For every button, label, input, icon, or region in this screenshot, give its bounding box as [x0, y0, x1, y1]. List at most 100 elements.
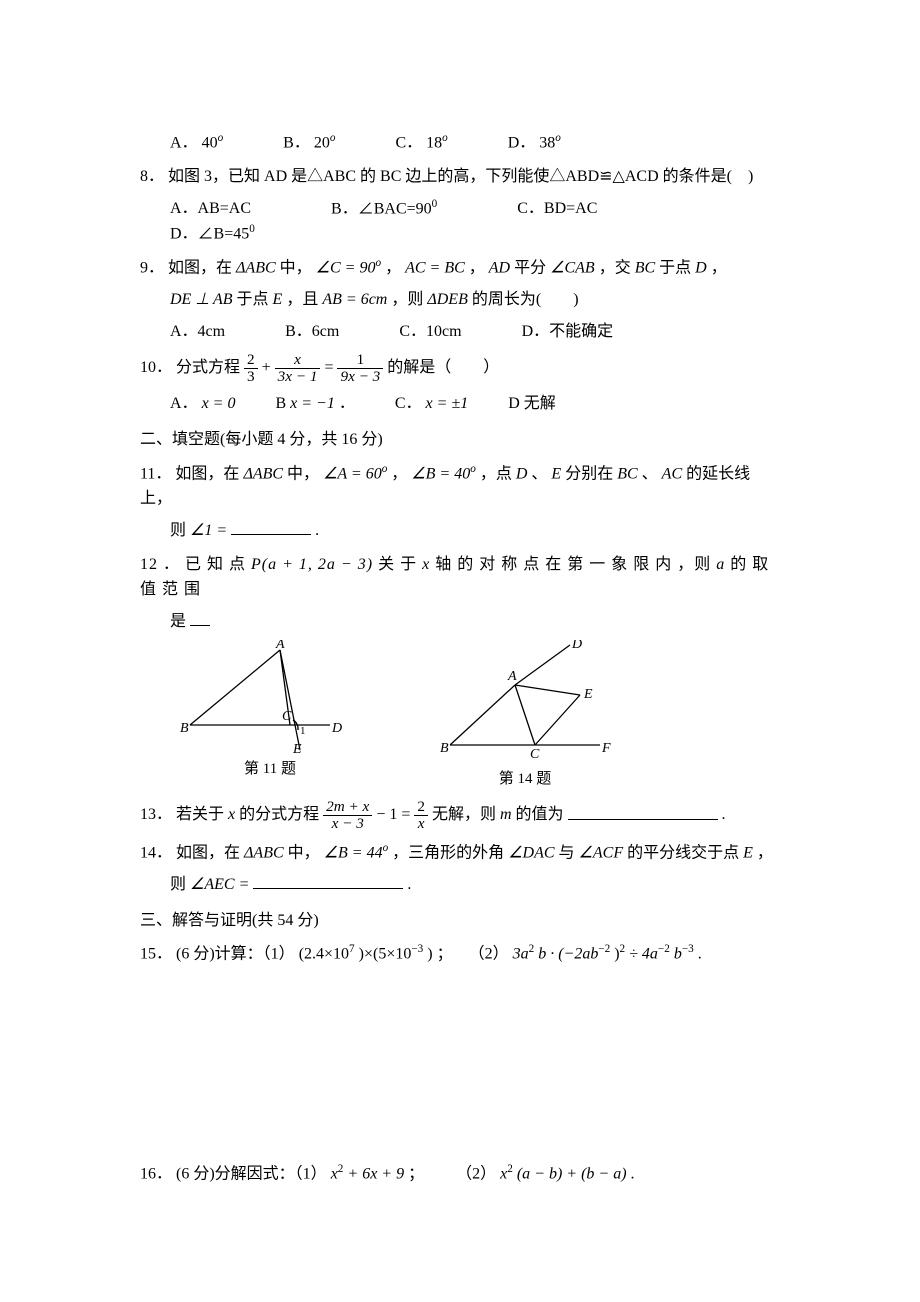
s: 7 — [349, 943, 355, 955]
q8-optA: A．AB=AC — [170, 196, 251, 222]
q8-optB: B．∠BAC=900 — [331, 196, 437, 222]
txt: D．∠B=45 — [170, 226, 249, 243]
e2: 3a — [513, 946, 529, 963]
label: A． — [170, 134, 198, 151]
t: 中， — [287, 465, 319, 482]
ab6: AB = 6cm — [322, 291, 387, 308]
BC: BC — [617, 465, 637, 482]
q10-optB: B x = −1 ． — [275, 391, 354, 417]
n: 1 — [337, 352, 383, 368]
t: 则 — [170, 876, 186, 893]
eq1: AC = BC — [405, 260, 465, 277]
F: F — [601, 741, 611, 756]
d: 3x − 1 — [275, 368, 321, 385]
e1a: x — [331, 1166, 338, 1183]
q9-line2: DE ⊥ AB 于点 E ，且 AB = 6cm ，则 ΔDEB 的周长为( ) — [170, 287, 780, 313]
q10-optA: A． x = 0 — [170, 391, 235, 417]
E: E — [583, 687, 593, 702]
t: (6 分)分解因式：（1） — [176, 1166, 327, 1183]
q9-options: A．4cm B．6cm C．10cm D．不能确定 — [170, 319, 780, 345]
fig11-caption: 第 11 题 — [170, 757, 370, 781]
q9-optC: C．10cm — [399, 319, 461, 345]
section3-title: 三、解答与证明(共 54 分) — [140, 908, 780, 934]
e2b: b · (−2ab — [538, 946, 598, 963]
stem: 如图 3，已知 AD 是△ABC 的 BC 边上的高，下列能使△ABD≌△ACD… — [168, 168, 753, 185]
sep: ； （2） — [437, 946, 509, 963]
s: −2 — [658, 943, 670, 955]
q9-optB: B．6cm — [285, 319, 339, 345]
n: x — [275, 352, 321, 368]
v: x = 0 — [202, 395, 236, 412]
s: 2 — [620, 943, 626, 955]
num: 16． — [140, 1166, 172, 1183]
a: a — [716, 556, 725, 573]
q12: 12 ． 已 知 点 P(a + 1, 2a − 3) 关 于 x 轴 的 对 … — [140, 552, 780, 603]
q7-optB: B． 20o — [283, 130, 335, 156]
frac3: 1 9x − 3 — [337, 352, 383, 385]
t: 的解是（ ） — [387, 360, 499, 377]
A: A — [507, 669, 517, 684]
num: 9． — [140, 260, 164, 277]
eq: = — [324, 360, 337, 377]
acf: ∠ACF — [579, 845, 624, 862]
q7-optD: D． 38o — [508, 130, 561, 156]
fig14-svg: A B C D E F — [430, 640, 620, 765]
p: . — [315, 522, 319, 539]
t: 轴 的 对 称 点 在 第 一 象 限 内 ，则 — [435, 556, 716, 573]
t: 的值为 — [516, 807, 564, 824]
e2e: b — [674, 946, 682, 963]
blank — [253, 873, 403, 889]
q8-options: A．AB=AC B．∠BAC=900 C．BD=AC D．∠B=450 — [170, 196, 780, 248]
workspace-15 — [140, 973, 780, 1153]
deg: o — [555, 132, 561, 144]
blank — [231, 519, 311, 535]
t: 与 — [559, 845, 575, 862]
v: x = −1 — [290, 395, 335, 412]
exam-page: A． 40o B． 20o C． 18o D． 38o 8． 如图 3，已知 A… — [0, 0, 920, 1293]
num: 8． — [140, 168, 164, 185]
q10-optD: D 无解 — [508, 391, 556, 417]
t: 无解，则 — [432, 807, 496, 824]
angA: ∠A = 60 — [323, 465, 382, 482]
q11-line2: 则 ∠1 = . — [170, 518, 780, 544]
p: . — [698, 946, 702, 963]
e1c: ) — [427, 946, 432, 963]
deb: ΔDEB — [427, 291, 468, 308]
tri: ΔABC — [243, 465, 283, 482]
q14: 14． 如图，在 ΔABC 中， ∠B = 44o ，三角形的外角 ∠DAC 与… — [140, 840, 780, 866]
e1a: (2.4×10 — [299, 946, 349, 963]
deg: o — [218, 132, 224, 144]
cab: ∠CAB — [550, 260, 595, 277]
sep: ； （2） — [408, 1166, 496, 1183]
x: x — [422, 556, 430, 573]
l: C． — [395, 395, 422, 412]
label: B． — [283, 134, 310, 151]
v: x = ±1 — [426, 395, 469, 412]
A: A — [275, 640, 285, 652]
e2d: ÷ 4a — [629, 946, 658, 963]
t: ， — [711, 260, 727, 277]
num: 11． — [140, 465, 171, 482]
deg: o — [330, 132, 336, 144]
e1b: )×(5×10 — [359, 946, 412, 963]
q7-optA: A． 40o — [170, 130, 223, 156]
q10-options: A． x = 0 B x = −1 ． C． x = ±1 D 无解 — [170, 391, 780, 417]
t: 平分 — [514, 260, 546, 277]
fig11: A B C D E 1 第 11 题 — [170, 640, 370, 791]
num: 14． — [140, 845, 172, 862]
q10-optC: C． x = ±1 — [395, 391, 468, 417]
frac1: 2m + x x − 3 — [323, 799, 372, 832]
t: 是 — [170, 613, 186, 630]
E: E — [273, 291, 283, 308]
t: 则 — [170, 522, 186, 539]
q16: 16． (6 分)分解因式：（1） x2 + 6x + 9 ； （2） x2 (… — [140, 1161, 780, 1187]
sup: 0 — [432, 198, 438, 210]
t: ， — [385, 260, 401, 277]
t: ，且 — [286, 291, 318, 308]
t: 如图，在 — [175, 465, 239, 482]
figures-row: A B C D E 1 第 11 题 — [170, 640, 780, 791]
fig14-caption: 第 14 题 — [430, 767, 620, 791]
d: 9x − 3 — [337, 368, 383, 385]
ad: AD — [489, 260, 510, 277]
e2b: (a − b) + (b − a) — [517, 1166, 627, 1183]
